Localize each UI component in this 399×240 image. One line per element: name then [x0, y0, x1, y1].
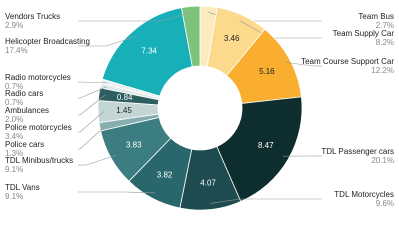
- percent-label: 9.6%: [376, 199, 394, 208]
- page: {"chart_data": {"type": "donut", "catego…: [5, 5, 395, 211]
- legend-label: Police cars: [5, 140, 44, 149]
- leader-line: [284, 62, 315, 67]
- donut-slice: [180, 5, 201, 68]
- value-label: 3.82: [157, 170, 173, 179]
- legend-label: TDL Minibus/trucks: [5, 156, 73, 165]
- legend-label: Radio motorcycles: [5, 73, 71, 82]
- percent-label: 0.7%: [5, 98, 23, 107]
- donut-slice: [101, 7, 193, 97]
- value-label: 4.07: [200, 179, 216, 188]
- leader-line: [79, 125, 106, 150]
- legend-label: Team Supply Car: [333, 29, 395, 38]
- leader-line: [79, 86, 107, 99]
- percent-label: 9.1%: [5, 192, 23, 201]
- percent-label: 2.9%: [5, 21, 23, 30]
- percent-label: 20.1%: [371, 156, 394, 165]
- leader-line: [79, 81, 108, 84]
- leader-line: [79, 94, 106, 116]
- value-label: 3.83: [126, 140, 142, 149]
- legend-label: Ambulances: [5, 106, 49, 115]
- legend-label: TDL Passenger cars: [321, 147, 394, 156]
- leader-line: [161, 12, 192, 22]
- legend-label: Radio cars: [5, 89, 43, 98]
- percent-label: 0.7%: [5, 82, 23, 91]
- leader-line: [86, 154, 117, 166]
- value-label: 3.46: [224, 34, 240, 43]
- leader-line: [79, 111, 105, 133]
- percent-label: 9.1%: [5, 165, 23, 174]
- legend-label: Helicopter Broadcasting: [5, 37, 90, 46]
- donut-slice: [216, 96, 303, 203]
- percent-label: 12.2%: [371, 66, 394, 75]
- legend-label: TDL Motorcycles: [334, 190, 394, 199]
- percent-label: 3.4%: [5, 132, 23, 141]
- legend-label: Police motorcycles: [5, 123, 72, 132]
- legend-label: TDL Vans: [5, 183, 40, 192]
- value-label: 0.84: [117, 93, 133, 102]
- legend-label: Team Course Support Car: [301, 57, 394, 66]
- value-label: 1.45: [116, 106, 132, 115]
- percent-label: 2.7%: [376, 21, 394, 30]
- leader-line: [125, 191, 156, 194]
- percent-label: 8.2%: [376, 38, 394, 47]
- leader-line: [105, 36, 136, 47]
- percent-label: 17.4%: [5, 46, 28, 55]
- leader-line: [210, 198, 241, 204]
- percent-label: 2.0%: [5, 115, 23, 124]
- percent-label: 1.3%: [5, 149, 23, 158]
- value-label: 8.47: [258, 141, 274, 150]
- legend-label: Vendors Trucks: [5, 12, 60, 21]
- legend-label: Team Bus: [358, 12, 394, 21]
- value-label: 5.16: [259, 67, 275, 76]
- value-label: 7.34: [141, 47, 157, 56]
